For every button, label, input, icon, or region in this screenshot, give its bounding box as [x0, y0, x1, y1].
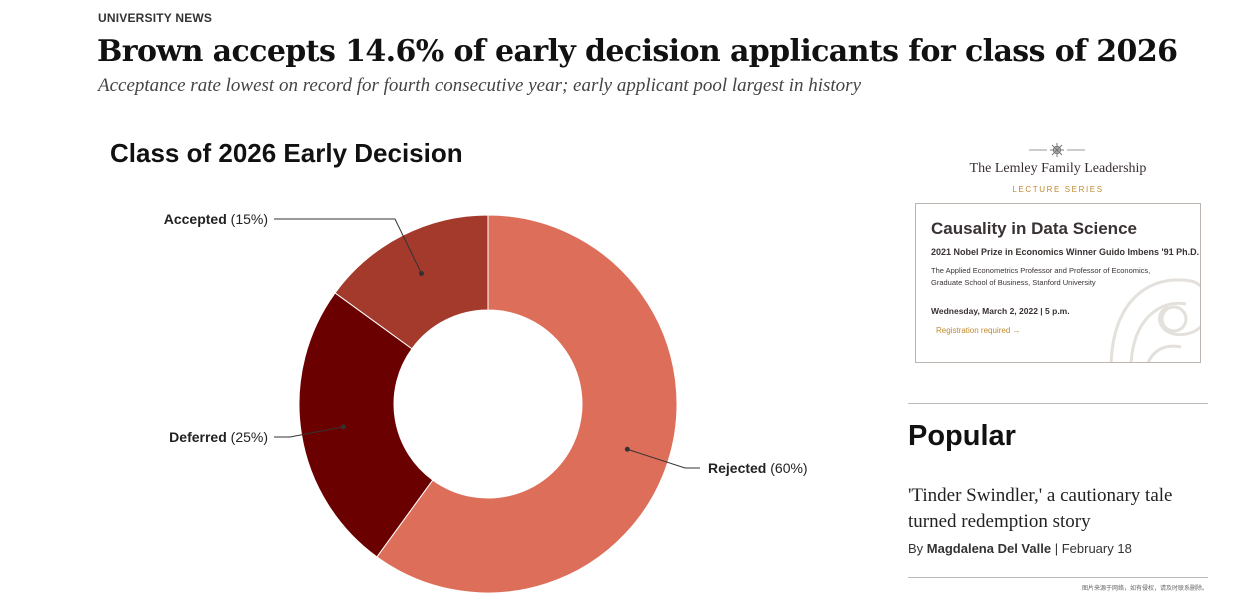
- lecture-series-name: The Lemley Family Leadership: [969, 161, 1147, 176]
- article-headline: Brown accepts 14.6% of early decision ap…: [97, 34, 1178, 69]
- lecture-speaker-role: The Applied Econometrics Professor and P…: [931, 266, 1151, 287]
- label-deferred: Deferred (25%): [169, 429, 268, 445]
- lecture-date: Wednesday, March 2, 2022 | 5 p.m.: [931, 306, 1070, 316]
- lecture-title: Causality in Data Science: [931, 219, 1137, 238]
- divider: [908, 403, 1208, 404]
- slice-deferred: [298, 292, 434, 558]
- leader-line-accepted: [274, 218, 422, 274]
- leader-dot-accepted: [418, 270, 424, 276]
- byline-separator: |: [1054, 541, 1059, 556]
- popular-heading: Popular: [908, 420, 1016, 452]
- lecture-speaker: 2021 Nobel Prize in Economics Winner Gui…: [931, 247, 1200, 257]
- leader-dot-rejected: [624, 446, 630, 452]
- lecture-series-sub: LECTURE SERIES: [1012, 185, 1104, 194]
- slice-rejected: [376, 214, 678, 594]
- chart-title: Class of 2026 Early Decision: [110, 138, 463, 168]
- leader-line-rejected: [627, 448, 700, 469]
- leader-dot-deferred: [340, 424, 346, 430]
- decorative-scroll-icon: [1109, 278, 1200, 362]
- registration-link[interactable]: Registration required →: [936, 326, 1021, 335]
- leader-line-deferred: [274, 426, 344, 438]
- lecture-ad[interactable]: The Lemley Family Leadership LECTURE SER…: [915, 140, 1201, 365]
- donut-chart: Rejected (60%) Deferred (25%) Accepted (15…: [164, 211, 808, 594]
- ornament-icon: [1029, 143, 1085, 157]
- slice-accepted: [334, 214, 489, 350]
- divider: [908, 577, 1208, 578]
- publish-date: February 18: [1061, 541, 1132, 556]
- byline-prefix: By: [908, 541, 924, 556]
- popular-article-link[interactable]: 'Tinder Swindler,' a cautionary tale tur…: [908, 485, 1173, 532]
- article-dek: Acceptance rate lowest on record for fou…: [98, 75, 862, 96]
- watermark-text: 图片来源于网络，如有侵权，请及时联系删除。: [1082, 585, 1209, 592]
- lecture-card[interactable]: Causality in Data Science 2021 Nobel Pri…: [915, 203, 1201, 363]
- byline: By Magdalena Del Valle | February 18: [908, 541, 1132, 556]
- section-kicker[interactable]: UNIVERSITY NEWS: [98, 11, 213, 25]
- label-rejected: Rejected (60%): [708, 460, 808, 476]
- author-link[interactable]: Magdalena Del Valle: [926, 541, 1052, 556]
- label-accepted: Accepted (15%): [164, 211, 268, 227]
